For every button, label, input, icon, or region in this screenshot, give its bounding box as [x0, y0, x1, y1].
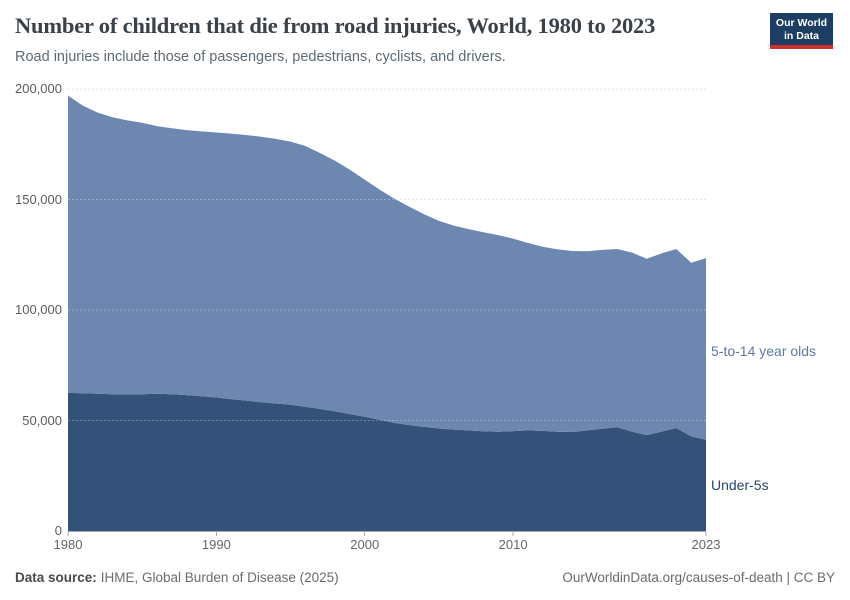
- data-source: Data source: IHME, Global Burden of Disea…: [15, 570, 339, 585]
- owid-logo-line2: in Data: [783, 29, 819, 42]
- owid-logo-line1: Our World: [775, 17, 828, 29]
- y-tick-label: 150,000: [15, 191, 62, 207]
- x-tick-label: 1980: [53, 537, 83, 552]
- y-tick-label: 50,000: [22, 412, 62, 428]
- owid-logo: Our World in Data: [770, 13, 833, 49]
- x-tick-label: 1990: [201, 537, 231, 552]
- area-under-5s: [68, 392, 706, 531]
- x-tick-label: 2010: [498, 537, 528, 552]
- credit-link: OurWorldinData.org/causes-of-death | CC …: [562, 570, 835, 585]
- y-tick-label: 200,000: [15, 81, 62, 96]
- area-5-to-14-year-olds: [68, 95, 706, 440]
- x-tick-label: 2000: [350, 537, 380, 552]
- data-source-value: IHME, Global Burden of Disease (2025): [100, 570, 339, 585]
- series-label-5-to-14-year-olds: 5-to-14 year olds: [711, 343, 817, 359]
- chart-subtitle: Road injuries include those of passenger…: [15, 49, 506, 65]
- data-source-label: Data source:: [15, 570, 97, 585]
- x-tick-label: 2023: [691, 537, 721, 552]
- series-label-under-5s: Under-5s: [711, 477, 769, 493]
- y-tick-label: 100,000: [15, 302, 62, 317]
- y-tick-label: 0: [54, 523, 62, 538]
- page-title: Number of children that die from road in…: [15, 13, 656, 38]
